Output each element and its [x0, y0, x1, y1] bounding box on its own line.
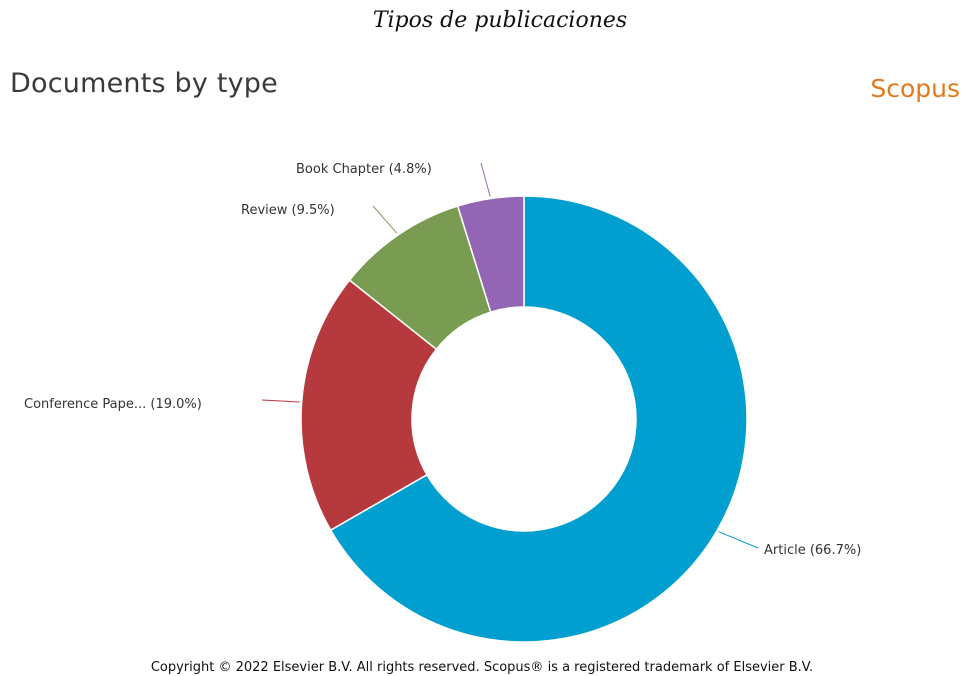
copyright-footer: Copyright © 2022 Elsevier B.V. All right…	[150, 660, 814, 675]
slice-label-1: Conference Pape... (19.0%)	[24, 397, 202, 412]
scopus-logo: Scopus	[870, 74, 960, 103]
leader-line-0	[718, 531, 759, 549]
donut-slices	[300, 195, 748, 643]
leader-line-3	[480, 162, 491, 197]
chart-title: Documents by type	[10, 68, 278, 99]
slice-label-0: Article (66.7%)	[764, 543, 861, 558]
slice-label-3: Book Chapter (4.8%)	[296, 162, 432, 177]
figure-caption: Tipos de publicaciones	[372, 8, 628, 33]
leader-line-1	[261, 399, 300, 403]
slice-leader-lines	[261, 162, 759, 549]
donut-slice-3	[456, 195, 525, 313]
slice-label-2: Review (9.5%)	[241, 203, 335, 218]
donut-slice-0	[329, 195, 748, 643]
leader-line-2	[372, 205, 398, 234]
donut-slice-1	[300, 279, 438, 532]
slice-labels: Article (66.7%) Conference Pape... (19.0%…	[24, 162, 861, 558]
